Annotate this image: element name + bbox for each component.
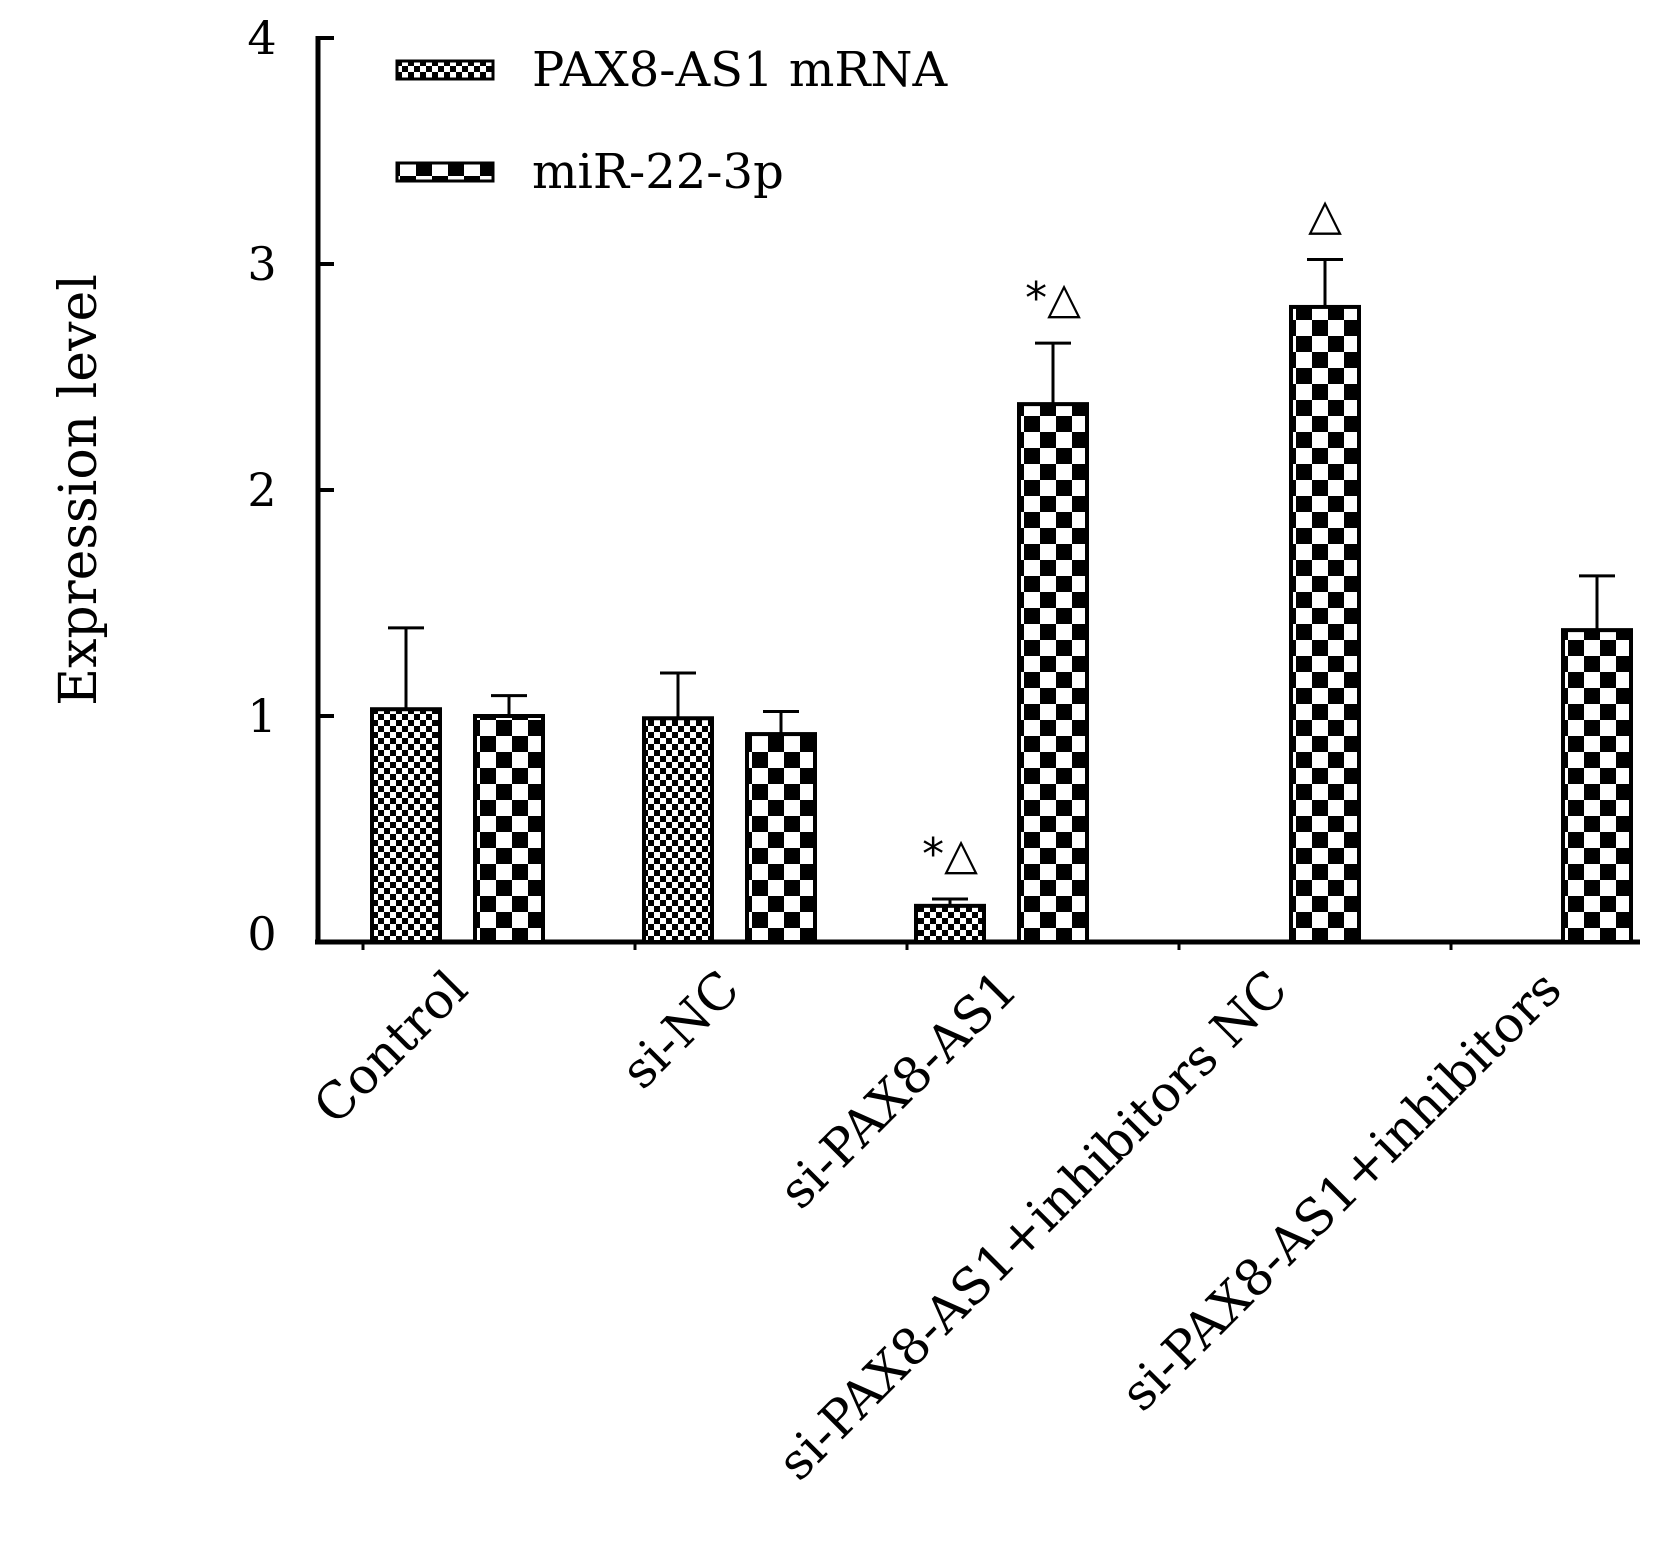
significance-marker: △ xyxy=(1308,189,1342,240)
x-category-label: si-PAX8-AS1 xyxy=(768,959,1028,1219)
y-axis-label: Expression level xyxy=(49,274,109,706)
bar-mir-22-3p xyxy=(473,714,545,944)
significance-marker: *△ xyxy=(922,829,978,880)
x-category-label: si-NC xyxy=(610,959,750,1099)
y-tick-label: 1 xyxy=(247,689,276,743)
x-category-label: Control xyxy=(303,959,479,1135)
legend-label: miR-22-3p xyxy=(532,144,784,200)
bar-mir-22-3p xyxy=(745,732,817,945)
legend-swatch xyxy=(395,161,495,183)
bar-pax8-as1-mrna xyxy=(642,716,714,945)
x-category-label: si-PAX8-AS1+inhibitors NC xyxy=(767,959,1299,1491)
y-tick-label: 2 xyxy=(247,463,276,517)
y-tick-label: 4 xyxy=(247,11,276,65)
x-category-label: si-PAX8-AS1+inhibitors xyxy=(1110,959,1573,1422)
bar-pax8-as1-mrna xyxy=(914,903,986,945)
bar-mir-22-3p xyxy=(1017,402,1089,944)
bar-mir-22-3p xyxy=(1561,628,1633,944)
legend-swatch xyxy=(395,59,495,81)
y-tick-label: 0 xyxy=(247,907,276,961)
bar-pax8-as1-mrna xyxy=(370,707,442,944)
significance-marker: *△ xyxy=(1025,273,1081,324)
bar-mir-22-3p xyxy=(1289,304,1361,944)
legend-label: PAX8-AS1 mRNA xyxy=(532,42,948,98)
y-tick-label: 3 xyxy=(247,237,276,291)
